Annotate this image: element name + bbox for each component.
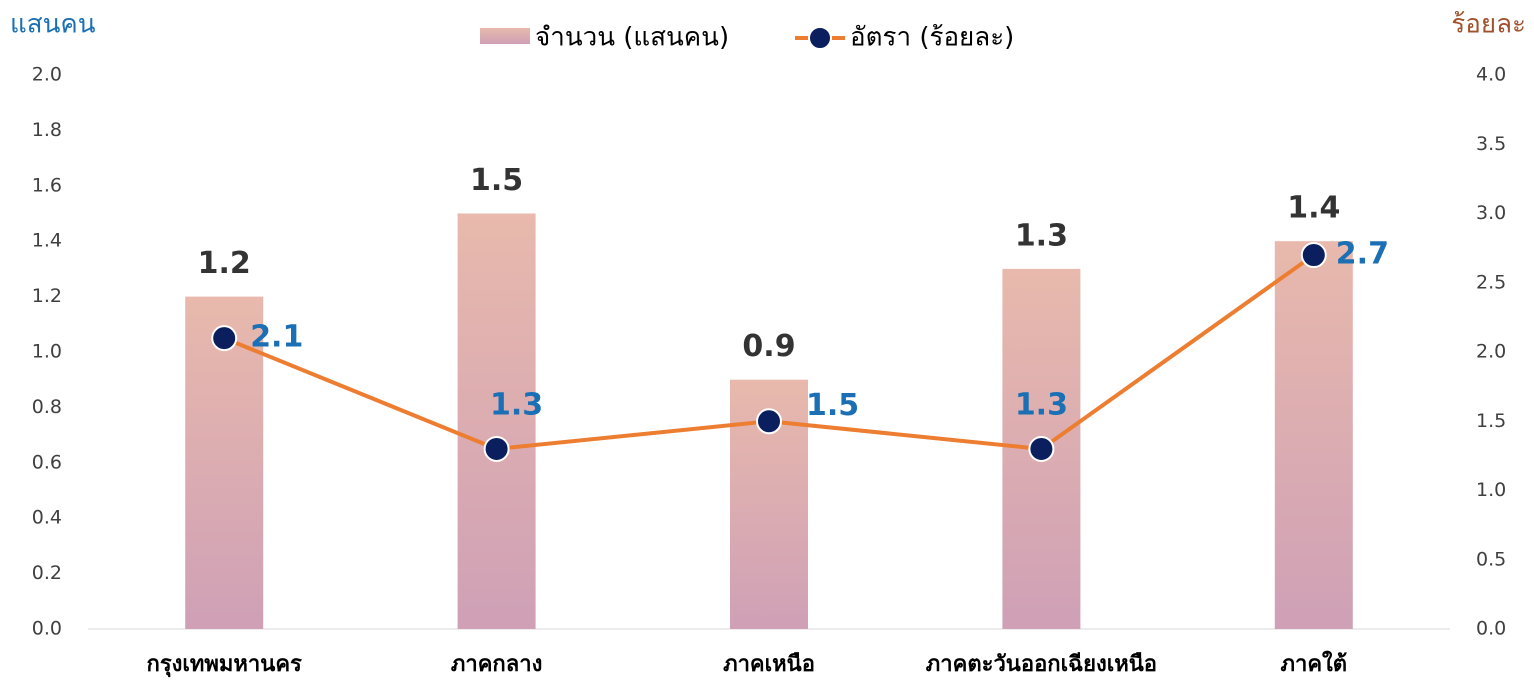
y2-tick-label: 0.0: [1476, 618, 1506, 640]
bar: [185, 296, 264, 629]
line-value-label: 1.3: [1015, 387, 1068, 422]
bar-value-label: 1.4: [1287, 191, 1340, 226]
y-tick-label: 0.8: [32, 396, 62, 418]
y-tick-label: 0.0: [32, 618, 62, 640]
y2-tick-label: 4.0: [1476, 64, 1506, 86]
bar-value-label: 1.2: [198, 246, 251, 281]
y-tick-label: 0.4: [32, 507, 62, 529]
bar: [457, 213, 536, 629]
y-tick-label: 0.2: [32, 562, 62, 584]
x-tick-label: ภาคใต้: [1280, 650, 1347, 677]
bar-value-label: 1.3: [1015, 218, 1068, 253]
bar: [1274, 241, 1353, 629]
line-value-label: 1.5: [806, 388, 859, 423]
line-marker: [1028, 435, 1055, 462]
legend-label: จำนวน (แสนคน): [535, 23, 729, 53]
y2-tick-label: 1.0: [1476, 479, 1506, 501]
y2-tick-label: 0.5: [1476, 548, 1506, 570]
y-tick-label: 0.6: [32, 451, 62, 473]
y2-tick-label: 2.5: [1476, 271, 1506, 293]
line-marker: [211, 325, 238, 352]
x-tick-label: ภาคกลาง: [451, 652, 542, 677]
y2-axis-label: ร้อยละ: [1451, 10, 1526, 40]
line-value-label: 1.3: [490, 387, 543, 422]
y-tick-label: 1.6: [32, 174, 62, 196]
line-value-label: 2.1: [250, 320, 303, 355]
x-tick-label: ภาคตะวันออกเฉียงเหนือ: [926, 652, 1157, 677]
y-tick-label: 1.0: [32, 341, 62, 363]
legend-label: อัตรา (ร้อยละ): [850, 23, 1014, 53]
y-tick-label: 1.8: [32, 119, 62, 141]
bar-value-label: 0.9: [742, 329, 795, 364]
line-value-label: 2.7: [1336, 237, 1389, 272]
bar-value-label: 1.5: [470, 163, 523, 198]
y-tick-label: 1.2: [32, 285, 62, 307]
x-tick-label: ภาคเหนือ: [723, 652, 815, 677]
y-tick-label: 2.0: [32, 64, 62, 86]
legend-swatch: [808, 26, 832, 50]
line-marker: [483, 435, 510, 462]
line-marker: [1300, 242, 1327, 269]
x-tick-label: กรุงเทพมหานคร: [147, 652, 303, 678]
y2-tick-label: 3.5: [1476, 133, 1506, 155]
y-tick-label: 1.4: [32, 230, 62, 252]
y2-tick-label: 2.0: [1476, 341, 1506, 363]
line-marker: [756, 408, 782, 435]
y2-tick-label: 3.0: [1476, 202, 1506, 224]
y-axis-label: แสนคน: [10, 10, 96, 40]
y2-tick-label: 1.5: [1476, 410, 1506, 432]
legend-swatch: [480, 28, 530, 44]
